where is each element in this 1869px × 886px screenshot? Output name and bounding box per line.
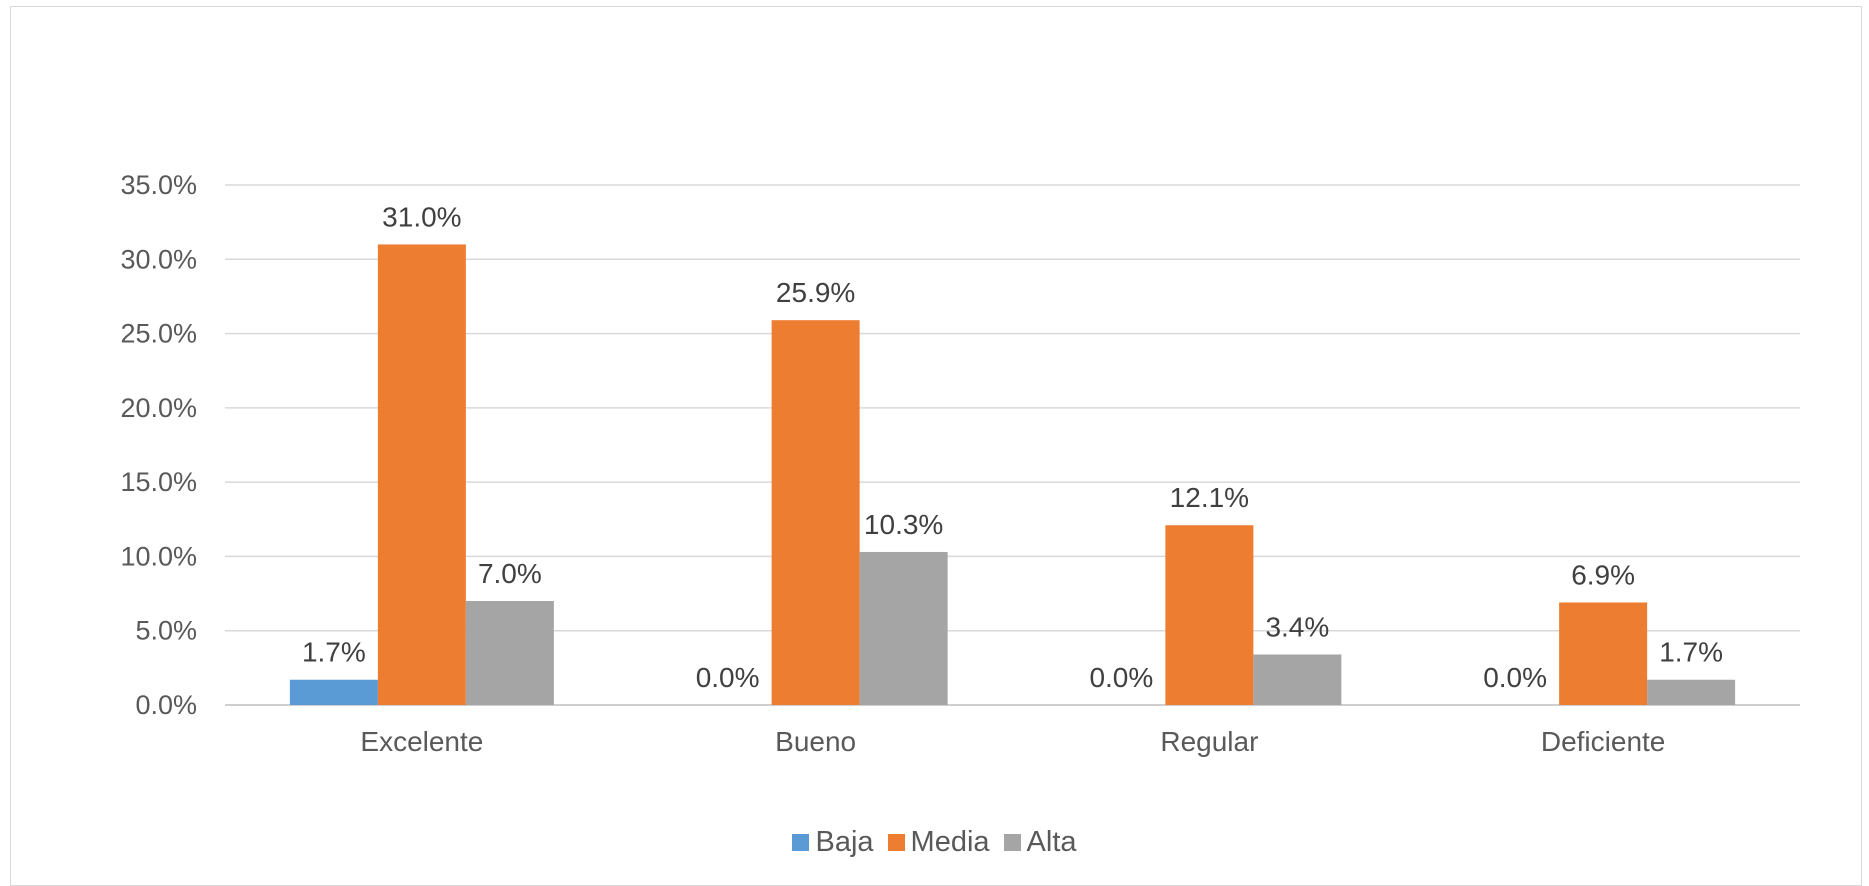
legend-swatch-media: [887, 834, 905, 851]
bar-media: [1559, 602, 1648, 705]
legend-item-baja: Baja: [792, 826, 874, 859]
legend-label-media: Media: [910, 826, 990, 858]
data-label: 7.0%: [478, 558, 542, 589]
x-category-label: Excelente: [360, 726, 483, 757]
legend-item-alta: Alta: [1003, 826, 1077, 859]
bar-alta: [465, 601, 554, 705]
bar-baja: [289, 679, 378, 705]
x-category-label: Bueno: [775, 726, 856, 757]
bar-alta: [859, 551, 948, 705]
legend-item-media: Media: [887, 826, 990, 859]
legend-label-baja: Baja: [815, 826, 874, 858]
legend-swatch-alta: [1003, 834, 1021, 851]
data-label: 1.7%: [302, 637, 366, 668]
data-label: 0.0%: [1483, 662, 1547, 693]
y-tick-label: 25.0%: [120, 319, 197, 349]
x-category-label: Deficiente: [1541, 726, 1666, 757]
bar-media: [377, 244, 466, 705]
x-category-label: Regular: [1160, 726, 1258, 757]
legend-label-alta: Alta: [1026, 826, 1077, 858]
y-tick-label: 10.0%: [120, 541, 197, 571]
legend: Baja Media Alta: [0, 826, 1869, 859]
bar-media: [1165, 525, 1254, 705]
data-label: 0.0%: [696, 662, 760, 693]
data-label: 3.4%: [1265, 611, 1329, 642]
y-tick-label: 5.0%: [135, 616, 197, 646]
legend-swatch-baja: [792, 834, 810, 851]
bar-alta: [1647, 679, 1736, 705]
data-label: 6.9%: [1571, 559, 1635, 590]
data-label: 1.7%: [1659, 637, 1723, 668]
data-label: 25.9%: [776, 277, 855, 308]
data-label: 12.1%: [1170, 482, 1249, 513]
y-tick-label: 0.0%: [135, 690, 197, 720]
y-tick-label: 35.0%: [120, 170, 197, 200]
data-label: 31.0%: [382, 201, 461, 232]
y-tick-label: 15.0%: [120, 467, 197, 497]
y-tick-label: 20.0%: [120, 393, 197, 423]
data-label: 10.3%: [864, 509, 943, 540]
chart-frame: [10, 6, 1862, 886]
bar-media: [771, 320, 860, 705]
bar-alta: [1253, 654, 1342, 705]
data-label: 0.0%: [1089, 662, 1153, 693]
y-tick-label: 30.0%: [120, 244, 197, 274]
